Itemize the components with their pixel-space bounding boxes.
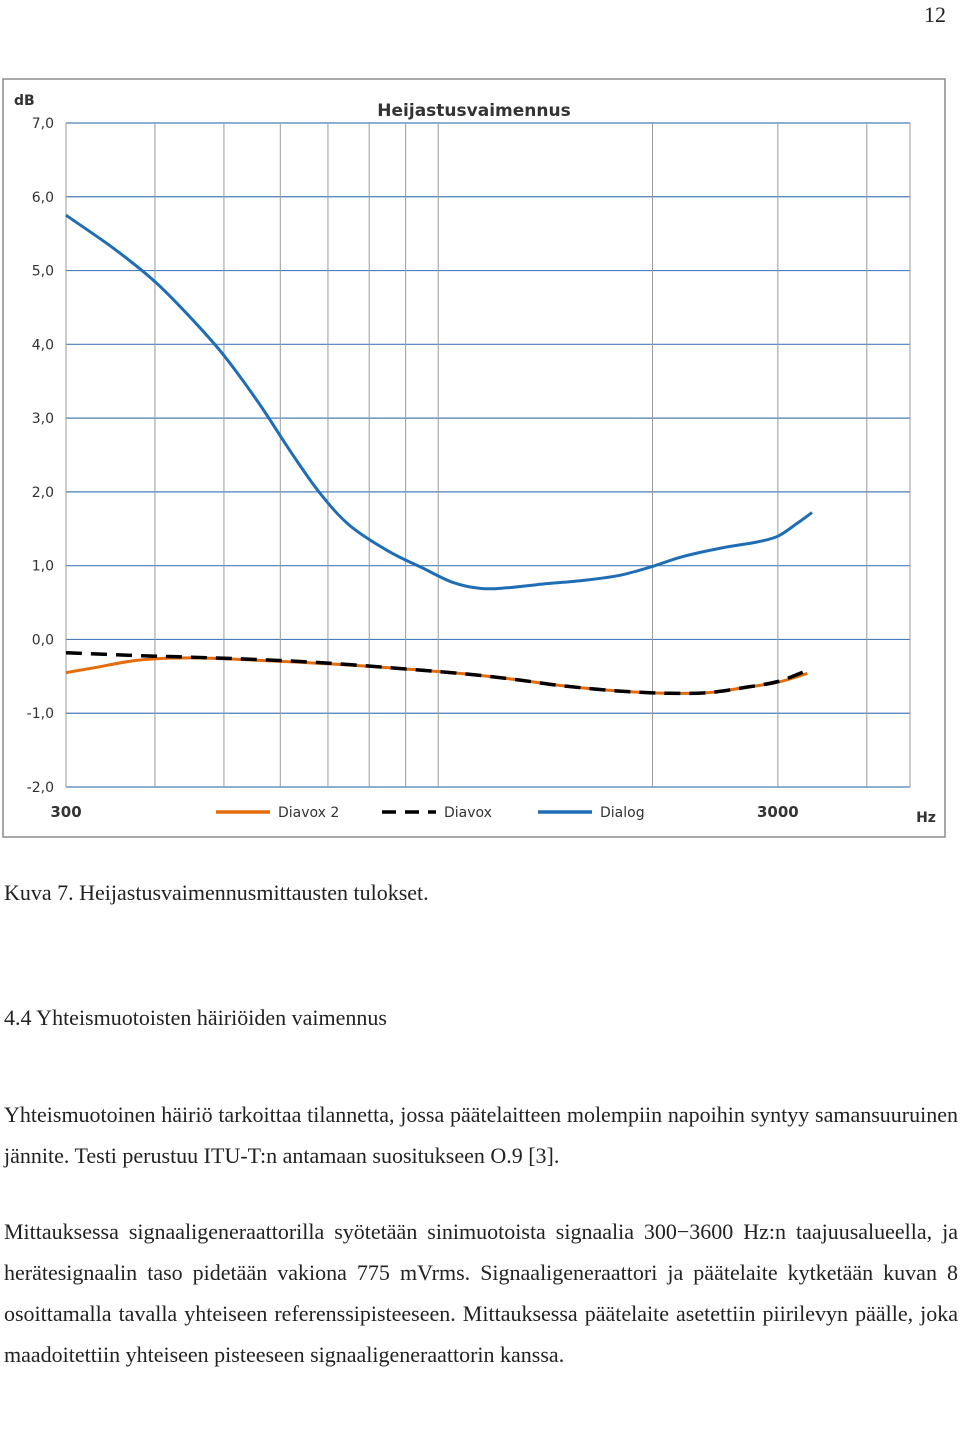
x-tick-labels: 300 3000	[50, 803, 798, 821]
chart-frame	[2, 78, 946, 838]
y-axis-label: dB	[14, 93, 35, 109]
paragraph-2: Mittauksessa signaaligeneraattorilla syö…	[4, 1219, 958, 1367]
chart-legend: Diavox 2 Diavox Dialog	[216, 805, 645, 821]
x-tick-label: 3000	[757, 803, 799, 821]
x-axis-label: Hz	[916, 810, 936, 826]
y-tick-label: -1,0	[27, 706, 54, 722]
page-number: 12	[924, 2, 946, 27]
legend-label-diavox-2: Diavox 2	[278, 805, 339, 821]
section-heading: 4.4 Yhteismuotoisten häiriöiden vaimennu…	[4, 1005, 387, 1030]
paragraph-1: Yhteismuotoinen häiriö tarkoittaa tilann…	[4, 1102, 958, 1168]
y-tick-label: 1,0	[32, 559, 54, 575]
y-tick-label: 3,0	[32, 411, 54, 427]
chart-title: Heijastusvaimennus	[377, 101, 570, 121]
chart-series	[65, 213, 813, 696]
figure-reflection-loss-chart: 7,0 6,0 5,0 4,0 3,0 2,0 1,0 0,0 -1,0 -2,0 300 3000…	[2, 78, 946, 838]
y-tick-label: 7,0	[32, 116, 54, 132]
series-line-dialog	[65, 213, 813, 591]
legend-label-diavox: Diavox	[444, 805, 492, 821]
y-tick-label: -2,0	[27, 780, 54, 796]
figure-caption: Kuva 7. Heijastusvaimennusmittausten tul…	[4, 880, 429, 905]
y-tick-label: 4,0	[32, 337, 54, 353]
x-tick-label: 300	[50, 803, 81, 821]
y-tick-label: 0,0	[32, 632, 54, 648]
chart-grid	[65, 122, 911, 788]
y-tick-label: 6,0	[32, 190, 54, 206]
chart-svg: 7,0 6,0 5,0 4,0 3,0 2,0 1,0 0,0 -1,0 -2,0 300 3000…	[2, 78, 946, 838]
y-tick-label: 2,0	[32, 485, 54, 501]
y-tick-labels: 7,0 6,0 5,0 4,0 3,0 2,0 1,0 0,0 -1,0 -2,0	[27, 116, 54, 796]
legend-label-dialog: Dialog	[600, 805, 645, 821]
series-line-diavox	[65, 650, 808, 696]
y-tick-label: 5,0	[32, 264, 54, 280]
